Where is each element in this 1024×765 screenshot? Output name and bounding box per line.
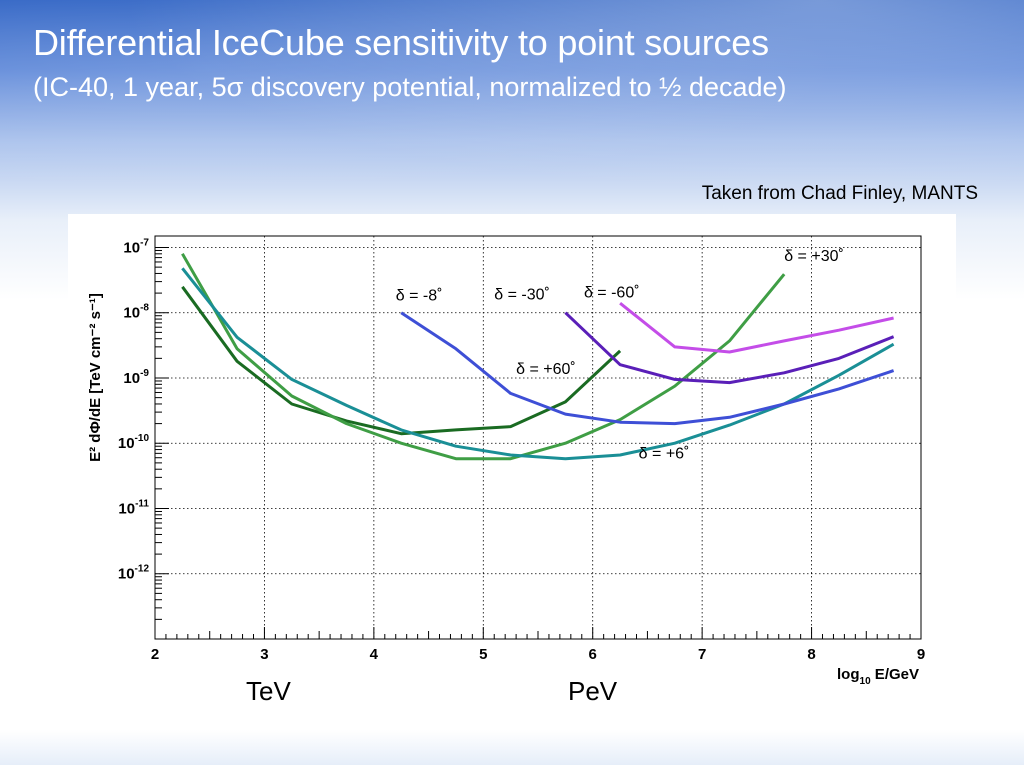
x-tick-label: 7 <box>698 646 706 663</box>
series-line-5 <box>619 302 894 354</box>
background-glow <box>0 0 1024 230</box>
series-line-3 <box>400 311 895 426</box>
y-tick-label: 10-8 <box>123 303 149 322</box>
x-tick-label: 4 <box>370 646 379 663</box>
y-tick-label: 10-9 <box>123 368 149 387</box>
y-tick-label: 10-10 <box>118 433 150 452</box>
series-label-2: δ = +6˚ <box>639 446 690 463</box>
x-tick-label: 5 <box>479 646 487 663</box>
tev-label: TeV <box>246 676 291 706</box>
x-tick-label: 6 <box>589 646 597 663</box>
series-label-1: δ = +30˚ <box>784 248 844 265</box>
x-tick-label: 2 <box>151 646 159 663</box>
x-axis-title: log10 E/GeV <box>837 666 919 686</box>
x-tick-label: 3 <box>260 646 268 663</box>
y-tick-label: 10-11 <box>118 498 149 517</box>
credit-text: Taken from Chad Finley, MANTS <box>701 183 978 204</box>
slide-subtitle: (IC-40, 1 year, 5σ discovery potential, … <box>33 72 787 102</box>
y-tick-label: 10-7 <box>123 237 149 256</box>
y-axis-title: E² dΦ/dE [TeV cm⁻² s⁻¹] <box>87 293 104 462</box>
series-label-4: δ = -30˚ <box>494 286 550 303</box>
y-tick-label: 10-12 <box>118 564 150 583</box>
x-tick-label: 9 <box>917 646 925 663</box>
pev-label: PeV <box>568 676 618 706</box>
footer-band <box>0 730 1024 765</box>
plot-frame <box>154 235 922 640</box>
x-tick-label: 8 <box>807 646 815 663</box>
series-label-5: δ = -60˚ <box>584 285 640 302</box>
series-line-4 <box>564 311 895 385</box>
series-line-0 <box>181 285 622 436</box>
series-label-3: δ = -8˚ <box>396 287 443 304</box>
slide-title: Differential IceCube sensitivity to poin… <box>33 22 769 63</box>
series-label-0: δ = +60˚ <box>516 361 576 378</box>
sensitivity-chart: 2 3 4 5 6 7 8 9 10-7 10-8 10-9 10-10 10-11 10-12 log10… <box>87 235 925 686</box>
